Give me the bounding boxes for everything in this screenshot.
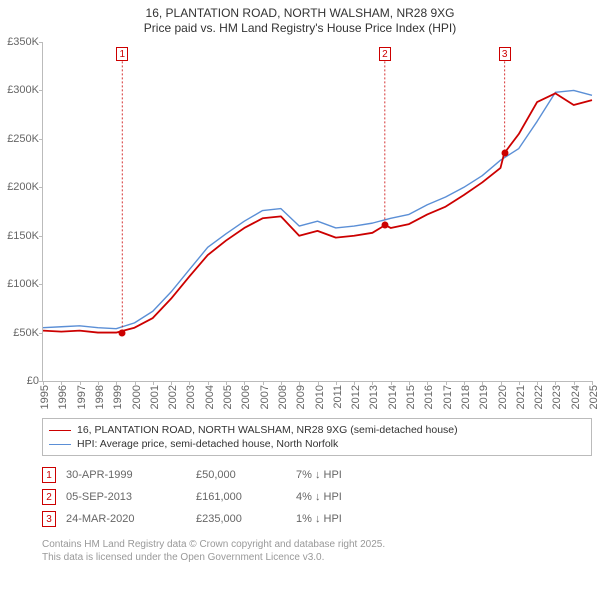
annotation-date: 05-SEP-2013 <box>66 491 186 503</box>
x-tick-label: 2020 <box>497 385 509 409</box>
x-tick-label: 2005 <box>222 385 234 409</box>
x-tick-label: 2023 <box>551 385 563 409</box>
annotation-price: £161,000 <box>196 491 286 503</box>
legend-row: HPI: Average price, semi-detached house,… <box>49 437 585 451</box>
x-tick-label: 1999 <box>112 385 124 409</box>
x-tick-label: 2004 <box>204 385 216 409</box>
x-tick-label: 2019 <box>478 385 490 409</box>
plot-region: £0£50K£100K£150K£200K£250K£300K£350K1995… <box>42 42 592 382</box>
marker-box: 2 <box>379 47 391 61</box>
y-tick-label: £200K <box>7 181 43 193</box>
x-tick-label: 2021 <box>515 385 527 409</box>
annotations-table: 1 30-APR-1999 £50,000 7% ↓ HPI 2 05-SEP-2013 £… <box>42 464 592 530</box>
x-tick-label: 1997 <box>76 385 88 409</box>
x-tick-label: 2013 <box>368 385 380 409</box>
y-tick-label: £250K <box>7 133 43 145</box>
y-tick-mark <box>39 236 43 237</box>
annotation-date: 24-MAR-2020 <box>66 513 186 525</box>
footer-line-1: Contains HM Land Registry data © Crown c… <box>42 538 592 551</box>
x-tick-label: 2000 <box>131 385 143 409</box>
annotation-id-box: 3 <box>42 511 56 527</box>
y-tick-label: £150K <box>7 230 43 242</box>
x-tick-label: 2012 <box>350 385 362 409</box>
marker-box: 1 <box>116 47 128 61</box>
y-tick-mark <box>39 333 43 334</box>
y-tick-mark <box>39 90 43 91</box>
x-tick-label: 2017 <box>442 385 454 409</box>
legend-label: HPI: Average price, semi-detached house,… <box>77 438 338 450</box>
annotation-diff: 4% ↓ HPI <box>296 491 416 503</box>
annotation-row: 3 24-MAR-2020 £235,000 1% ↓ HPI <box>42 508 592 530</box>
annotation-diff: 7% ↓ HPI <box>296 469 416 481</box>
x-tick-label: 2022 <box>533 385 545 409</box>
x-tick-label: 1998 <box>94 385 106 409</box>
marker-dot <box>501 150 508 157</box>
chart-area: £0£50K£100K£150K£200K£250K£300K£350K1995… <box>42 42 592 412</box>
y-tick-label: £300K <box>7 84 43 96</box>
x-tick-label: 1995 <box>39 385 51 409</box>
series-price_paid <box>43 93 592 332</box>
x-tick-label: 2015 <box>405 385 417 409</box>
x-tick-label: 2006 <box>240 385 252 409</box>
x-tick-label: 2001 <box>149 385 161 409</box>
annotation-price: £50,000 <box>196 469 286 481</box>
footer: Contains HM Land Registry data © Crown c… <box>42 538 592 564</box>
y-tick-label: £100K <box>7 278 43 290</box>
legend-row: 16, PLANTATION ROAD, NORTH WALSHAM, NR28… <box>49 423 585 437</box>
annotation-date: 30-APR-1999 <box>66 469 186 481</box>
annotation-id-box: 1 <box>42 467 56 483</box>
y-tick-mark <box>39 139 43 140</box>
x-tick-label: 1996 <box>57 385 69 409</box>
annotation-diff: 1% ↓ HPI <box>296 513 416 525</box>
footer-line-2: This data is licensed under the Open Gov… <box>42 551 592 564</box>
x-tick-label: 2002 <box>167 385 179 409</box>
legend: 16, PLANTATION ROAD, NORTH WALSHAM, NR28… <box>42 418 592 456</box>
x-tick-label: 2011 <box>332 385 344 409</box>
x-tick-label: 2007 <box>259 385 271 409</box>
annotation-row: 1 30-APR-1999 £50,000 7% ↓ HPI <box>42 464 592 486</box>
annotation-row: 2 05-SEP-2013 £161,000 4% ↓ HPI <box>42 486 592 508</box>
x-tick-label: 2010 <box>314 385 326 409</box>
x-tick-label: 2014 <box>387 385 399 409</box>
chart-title-block: 16, PLANTATION ROAD, NORTH WALSHAM, NR28… <box>0 0 600 36</box>
annotation-id-box: 2 <box>42 489 56 505</box>
marker-dot <box>381 222 388 229</box>
y-tick-label: £350K <box>7 36 43 48</box>
x-tick-label: 2025 <box>588 385 600 409</box>
legend-swatch <box>49 444 71 445</box>
x-tick-label: 2016 <box>423 385 435 409</box>
y-tick-mark <box>39 42 43 43</box>
title-line-1: 16, PLANTATION ROAD, NORTH WALSHAM, NR28… <box>0 6 600 21</box>
x-tick-label: 2008 <box>277 385 289 409</box>
y-tick-mark <box>39 187 43 188</box>
legend-swatch <box>49 430 71 431</box>
x-tick-label: 2024 <box>570 385 582 409</box>
series-hpi <box>43 90 592 328</box>
y-tick-mark <box>39 284 43 285</box>
marker-dot <box>119 329 126 336</box>
x-tick-label: 2009 <box>295 385 307 409</box>
annotation-price: £235,000 <box>196 513 286 525</box>
legend-label: 16, PLANTATION ROAD, NORTH WALSHAM, NR28… <box>77 424 458 436</box>
marker-box: 3 <box>499 47 511 61</box>
x-tick-label: 2003 <box>185 385 197 409</box>
title-line-2: Price paid vs. HM Land Registry's House … <box>0 21 600 36</box>
x-tick-label: 2018 <box>460 385 472 409</box>
